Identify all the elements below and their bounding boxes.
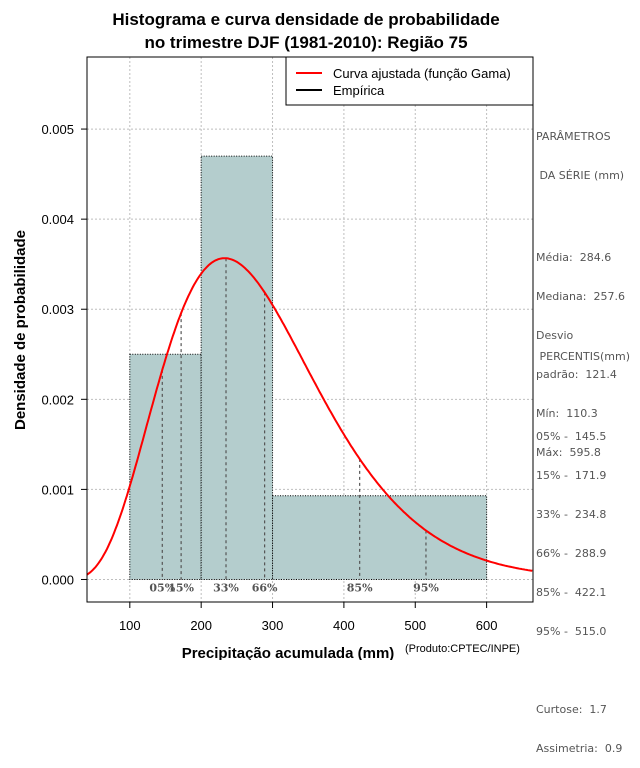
y-tick-label: 0.000 — [41, 572, 74, 587]
x-tick-label: 100 — [119, 618, 141, 633]
histogram-bars — [129, 155, 488, 580]
x-axis-label: Precipitação acumulada (mm) — [182, 645, 395, 660]
param-mediana: Mediana: 257.6 — [536, 290, 625, 303]
y-tick-label: 0.005 — [41, 122, 74, 137]
param-desvio-line2: padrão: 121.4 — [536, 368, 617, 381]
x-tick-label: 200 — [190, 618, 212, 633]
x-tick-label: 500 — [404, 618, 426, 633]
y-tick-label: 0.004 — [41, 212, 74, 227]
params-title-line2: DA SÉRIE (mm) — [536, 169, 625, 182]
param-media: Média: 284.6 — [536, 251, 612, 264]
legend-label-empirical: Empírica — [333, 83, 385, 98]
gamma-curve — [86, 257, 533, 576]
histogram-bar — [200, 155, 274, 580]
chart-title-line2: no trimestre DJF (1981-2010): Região 75 — [144, 33, 467, 52]
percentile-label: 05% — [149, 581, 175, 594]
percentile-label: 15% — [168, 581, 194, 594]
product-credit: (Produto:CPTEC/INPE) — [405, 643, 520, 655]
params-title-line1: PARÂMETROS — [536, 130, 611, 143]
percentil-66: 66% - 288.9 — [536, 547, 607, 560]
percentil-15: 15% - 171.9 — [536, 469, 607, 482]
legend: Curva ajustada (função Gama) Empírica — [285, 56, 534, 106]
axes: 100 200 300 400 500 600 0.000 0.001 0.002 0.003 0.… — [41, 122, 497, 633]
histogram-bar — [272, 495, 488, 580]
x-tick-label: 400 — [333, 618, 355, 633]
param-min: Mín: 110.3 — [536, 407, 598, 420]
percentile-label: 95% — [413, 581, 439, 594]
param-max: Máx: 595.8 — [536, 446, 601, 459]
chart-title-line1: Histograma e curva densidade de probabil… — [112, 10, 499, 29]
percentile-label: 33% — [213, 581, 239, 594]
percentil-95: 95% - 515.0 — [536, 625, 607, 638]
stat-assimetria: Assimetria: 0.9 — [536, 742, 623, 755]
series-parameters-panel: PARÂMETROS DA SÉRIE (mm) Média: 284.6 Me… — [536, 104, 625, 472]
percentile-label: 85% — [347, 581, 373, 594]
percentil-85: 85% - 422.1 — [536, 586, 607, 599]
percentil-33: 33% - 234.8 — [536, 508, 607, 521]
legend-label-fitted: Curva ajustada (função Gama) — [333, 66, 511, 81]
stat-curtose: Curtose: 1.7 — [536, 703, 607, 716]
percentis-title: PERCENTIS(mm) — [536, 350, 630, 363]
x-tick-label: 300 — [262, 618, 284, 633]
percentiles-panel: PERCENTIS(mm) 05% - 145.5 15% - 171.9 33… — [536, 324, 630, 768]
x-tick-label: 600 — [476, 618, 498, 633]
legend-box — [285, 56, 534, 106]
histogram-chart: Histograma e curva densidade de probabil… — [12, 10, 534, 660]
y-tick-label: 0.002 — [41, 392, 74, 407]
histogram-bar — [129, 353, 202, 580]
gamma-curve-layer — [86, 257, 533, 576]
percentile-markers: 05%15% 33% 66% 85% 95% — [149, 258, 439, 594]
y-tick-label: 0.003 — [41, 302, 74, 317]
percentil-05: 05% - 145.5 — [536, 430, 607, 443]
y-axis-label: Densidade de probabilidade — [12, 230, 29, 430]
y-tick-label: 0.001 — [41, 482, 74, 497]
percentile-label: 66% — [252, 581, 278, 594]
param-desvio-line1: Desvio — [536, 329, 574, 342]
